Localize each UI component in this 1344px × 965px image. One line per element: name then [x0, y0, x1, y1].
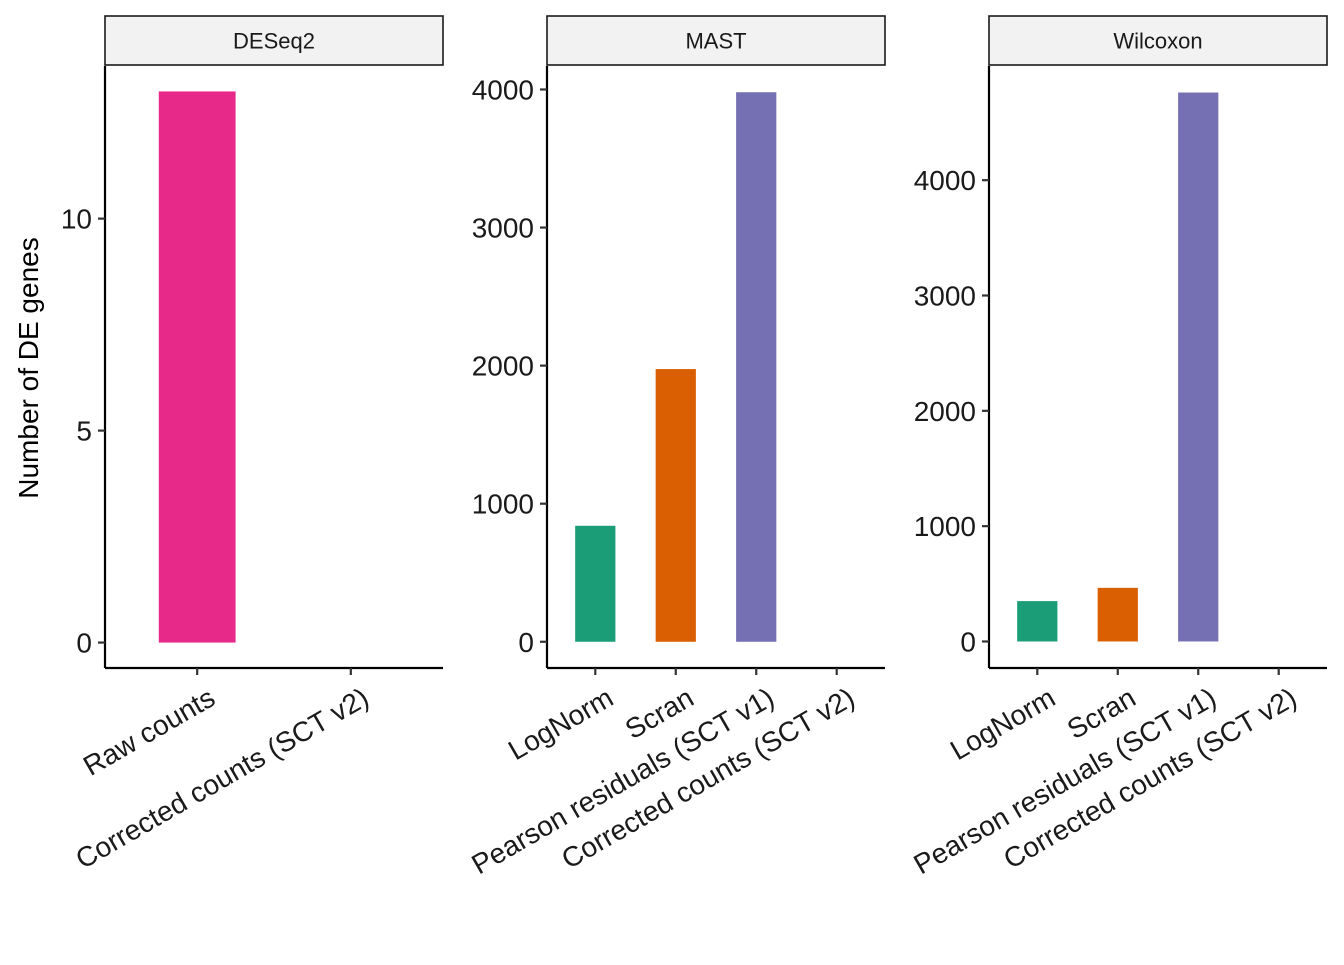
- y-tick-label: 1000: [472, 489, 534, 520]
- bar-pearson-residuals-sct-v1: [1178, 92, 1219, 642]
- y-tick-label: 4000: [472, 74, 534, 105]
- y-tick-label: 10: [61, 204, 92, 235]
- y-tick-label: 3000: [914, 280, 976, 311]
- x-tick-label: Corrected counts (SCT v2): [70, 682, 373, 875]
- facet-title-mast: MAST: [685, 29, 746, 54]
- y-tick-label: 0: [960, 626, 976, 657]
- y-tick-label: 3000: [472, 213, 534, 244]
- y-tick-label: 4000: [914, 165, 976, 196]
- x-tick-label: Raw counts: [78, 682, 220, 782]
- bar-lognorm: [575, 525, 616, 642]
- y-tick-label: 5: [76, 416, 92, 447]
- x-tick-label: LogNorm: [503, 682, 618, 766]
- bar-pearson-residuals-sct-v1: [736, 92, 777, 642]
- y-tick-label: 0: [76, 628, 92, 659]
- x-tick-label: LogNorm: [945, 682, 1060, 766]
- y-tick-label: 2000: [472, 351, 534, 382]
- facet-strip-deseq2: [104, 15, 444, 66]
- bar-raw-counts: [158, 91, 236, 643]
- bar-scran: [655, 369, 696, 642]
- bar-scran: [1097, 587, 1138, 642]
- y-tick-label: 1000: [914, 511, 976, 542]
- facet-strip-mast: [546, 15, 886, 66]
- facet-strip-wilcoxon: [988, 15, 1328, 66]
- y-tick-label: 2000: [914, 396, 976, 427]
- bar-lognorm: [1017, 601, 1058, 642]
- facet-title-deseq2: DESeq2: [233, 29, 315, 54]
- y-axis-title: Number of DE genes: [13, 237, 44, 498]
- y-tick-label: 0: [518, 627, 534, 658]
- facet-title-wilcoxon: Wilcoxon: [1113, 29, 1202, 54]
